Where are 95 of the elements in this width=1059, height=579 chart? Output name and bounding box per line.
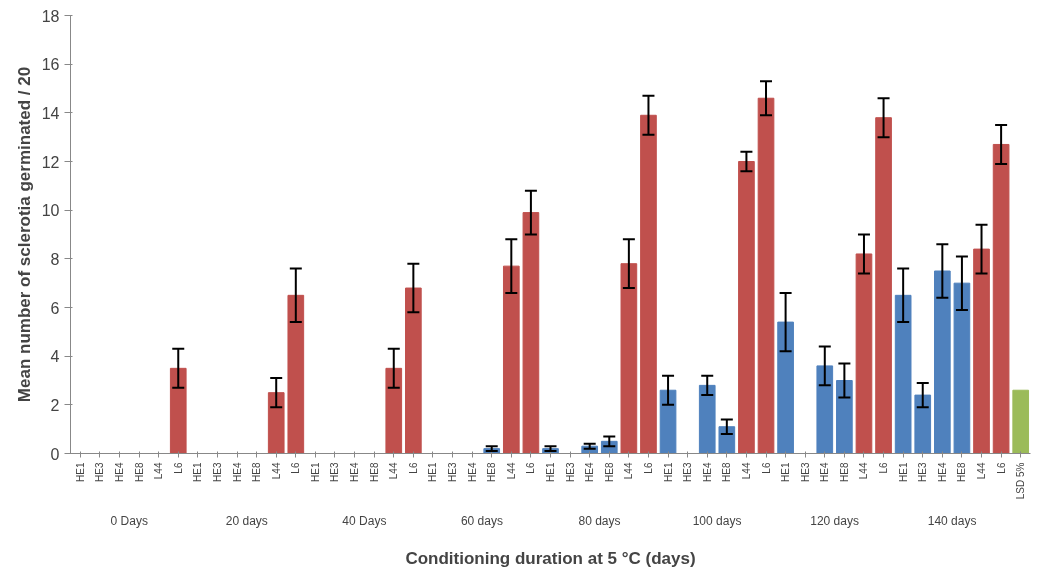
x-tick-label: HE1 bbox=[192, 462, 204, 482]
x-tick-label: L44 bbox=[976, 462, 988, 480]
y-tick-label: 4 bbox=[50, 348, 60, 366]
x-tick-label: L44 bbox=[388, 462, 400, 480]
text: 80 days bbox=[578, 513, 621, 528]
x-tick-label: L6 bbox=[878, 462, 890, 474]
text: 20 days bbox=[225, 513, 268, 528]
x-tick-label: HE3 bbox=[447, 462, 459, 482]
bar bbox=[875, 117, 892, 454]
x-tick-label: L44 bbox=[740, 462, 752, 480]
x-tick-label: HE1 bbox=[897, 462, 909, 482]
x-tick-label: HE8 bbox=[368, 462, 380, 482]
text: 0 Days bbox=[110, 513, 148, 528]
y-tick-label: 6 bbox=[50, 299, 60, 317]
y-tick-label: 18 bbox=[41, 7, 60, 25]
x-tick-label: HE3 bbox=[917, 462, 929, 482]
x-tick-label: L44 bbox=[623, 462, 635, 480]
x-axis-title: Conditioning duration at 5 °C (days) bbox=[405, 548, 696, 568]
x-tick-label: HE4 bbox=[936, 462, 948, 482]
x-tick-label: L6 bbox=[525, 462, 537, 474]
bar bbox=[640, 114, 657, 454]
bar bbox=[816, 365, 834, 454]
text: 60 days bbox=[460, 513, 503, 528]
bar bbox=[738, 161, 755, 454]
x-tick-label: HE1 bbox=[780, 462, 792, 482]
x-tick-label: HE4 bbox=[113, 462, 125, 482]
x-tick-label: HE4 bbox=[231, 462, 243, 482]
bar bbox=[620, 263, 638, 454]
x-tick-label: HE1 bbox=[545, 462, 556, 482]
x-tick-label: HE3 bbox=[682, 462, 694, 482]
text: 120 days bbox=[810, 513, 859, 528]
x-tick-label: HE8 bbox=[838, 462, 850, 482]
x-tick-label: HE8 bbox=[251, 462, 263, 482]
bar bbox=[1012, 389, 1030, 454]
x-tick-label: L44 bbox=[270, 462, 282, 480]
x-tick-label: HE1 bbox=[309, 462, 321, 482]
text: 40 Days bbox=[342, 513, 387, 528]
bar bbox=[405, 287, 422, 454]
x-tick-label: L6 bbox=[407, 462, 419, 474]
x-tick-label: HE1 bbox=[74, 462, 86, 482]
y-tick-label: 10 bbox=[41, 202, 60, 220]
x-tick-label: HE3 bbox=[564, 462, 576, 482]
x-tick-label: HE8 bbox=[956, 462, 968, 482]
y-tick-label: 14 bbox=[41, 104, 60, 122]
x-tick-label: L44 bbox=[153, 462, 165, 480]
bar bbox=[698, 384, 716, 454]
x-tick-label: HE3 bbox=[94, 462, 106, 482]
x-tick-label: L6 bbox=[642, 462, 654, 474]
x-tick-label: HE4 bbox=[819, 462, 831, 482]
bar bbox=[287, 294, 305, 454]
y-tick-label: 12 bbox=[41, 153, 60, 171]
bar bbox=[718, 426, 736, 454]
x-tick-label: HE8 bbox=[603, 462, 615, 482]
y-axis-title: Mean number of sclerotia germinated / 20 bbox=[14, 66, 34, 403]
x-tick-label: L6 bbox=[760, 462, 772, 474]
bar bbox=[502, 265, 520, 454]
bar bbox=[757, 97, 775, 454]
bar bbox=[992, 143, 1010, 454]
x-tick-label: HE3 bbox=[211, 462, 223, 482]
text: 140 days bbox=[927, 513, 977, 528]
y-tick-label: 8 bbox=[50, 250, 60, 268]
y-tick-label: 2 bbox=[50, 396, 60, 414]
bar bbox=[973, 248, 990, 454]
y-tick-label: 16 bbox=[41, 56, 60, 74]
bar bbox=[953, 282, 971, 454]
x-tick-label: HE1 bbox=[427, 462, 439, 482]
x-tick-label: HE3 bbox=[799, 462, 811, 482]
x-tick-label: L44 bbox=[858, 462, 870, 480]
bar bbox=[267, 392, 285, 454]
x-tick-label: HE8 bbox=[486, 462, 498, 482]
bar bbox=[522, 212, 540, 454]
x-tick-label: L6 bbox=[172, 462, 184, 474]
x-tick-label: HE1 bbox=[662, 462, 674, 482]
x-tick-label: HE4 bbox=[584, 462, 596, 482]
x-tick-label: HE4 bbox=[349, 462, 361, 482]
x-tick-label: L6 bbox=[290, 462, 302, 474]
x-tick-label: HE4 bbox=[701, 462, 713, 482]
x-tick-label: HE3 bbox=[329, 462, 341, 482]
y-tick-label: 0 bbox=[50, 445, 60, 463]
x-tick-label: LSD 5% bbox=[1015, 462, 1027, 500]
bar bbox=[836, 380, 853, 454]
bar bbox=[855, 253, 873, 454]
x-tick-label: HE4 bbox=[466, 462, 478, 482]
bar bbox=[385, 367, 403, 454]
x-tick-label: L6 bbox=[995, 462, 1007, 474]
bar bbox=[934, 270, 951, 454]
x-tick-label: HE8 bbox=[133, 462, 145, 482]
text: 100 days bbox=[692, 513, 742, 528]
bar bbox=[777, 321, 794, 454]
bar bbox=[659, 389, 677, 454]
bar bbox=[169, 367, 187, 454]
x-tick-label: HE8 bbox=[721, 462, 733, 482]
x-tick-label: L44 bbox=[505, 462, 517, 480]
bar bbox=[914, 394, 932, 454]
bar bbox=[894, 294, 912, 454]
